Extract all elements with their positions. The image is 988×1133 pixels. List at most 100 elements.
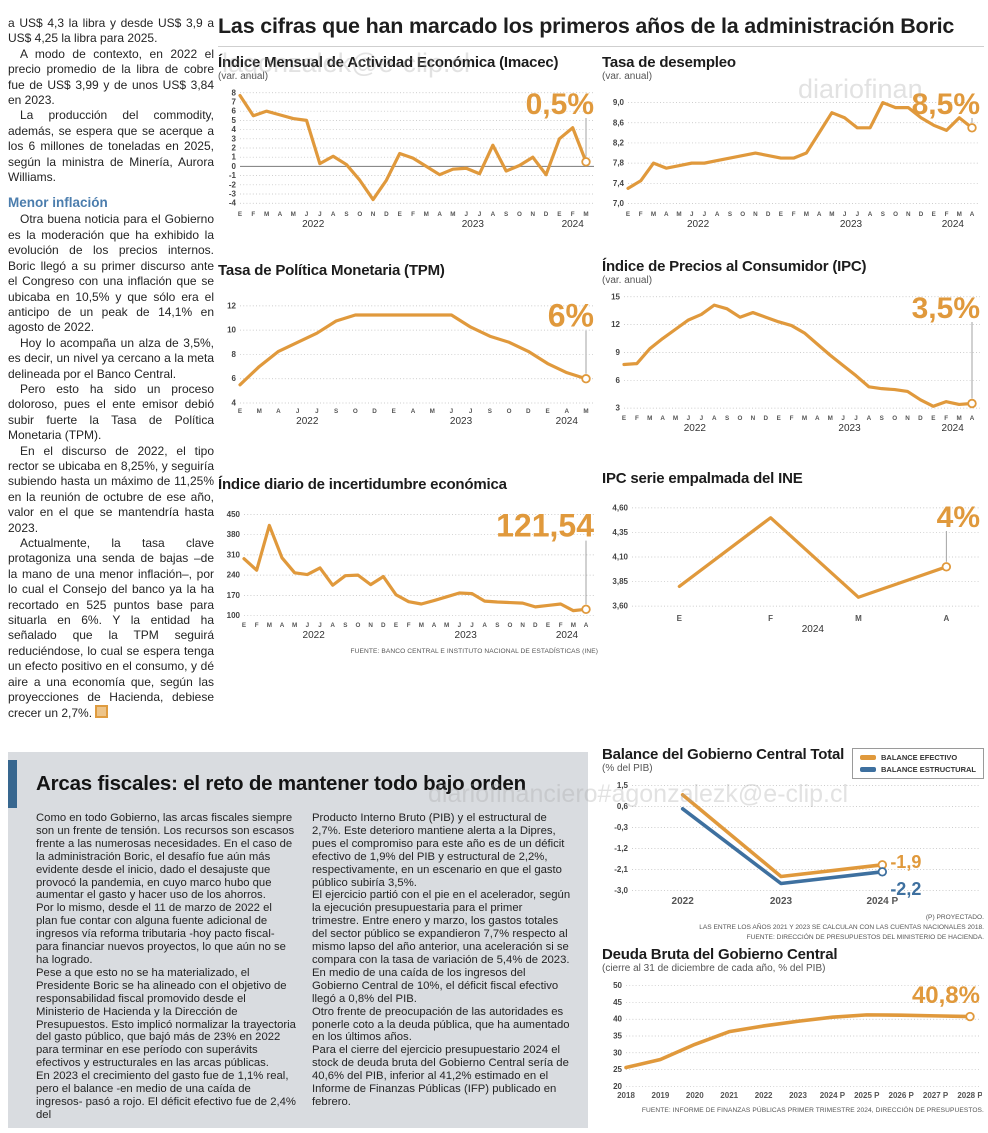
end-marker xyxy=(967,123,977,133)
chart-title: Índice Mensual de Actividad Económica (I… xyxy=(218,54,559,71)
x-tick-label: 2020 xyxy=(686,1091,704,1100)
x-tick-label: S xyxy=(495,622,499,629)
x-tick-label: F xyxy=(411,211,415,218)
x-tick-label: A xyxy=(276,408,281,415)
x-tick-label: E xyxy=(242,622,246,629)
x-tick-label: M xyxy=(804,211,809,218)
y-tick-label: 9 xyxy=(616,348,621,357)
x-tick-label: J xyxy=(700,415,704,422)
x-tick-label: S xyxy=(881,211,885,218)
y-tick-label: 7,8 xyxy=(613,159,625,168)
x-tick-label: J xyxy=(703,211,707,218)
chart-title: Índice diario de incertidumbre económica xyxy=(218,476,507,493)
x-tick-label: F xyxy=(790,415,794,422)
x-tick-label: S xyxy=(725,415,729,422)
x-tick-label: O xyxy=(353,408,358,415)
x-tick-label: A xyxy=(584,622,589,629)
chart-title: IPC serie empalmada del INE xyxy=(602,470,803,487)
x-tick-label: E xyxy=(392,408,396,415)
year-label: 2024 xyxy=(942,423,965,434)
y-tick-label: 8 xyxy=(232,350,237,359)
y-tick-label: 30 xyxy=(613,1048,622,1057)
x-tick-label: M xyxy=(651,211,656,218)
x-tick-label: A xyxy=(411,408,416,415)
chart-tpm: Tasa de Política Monetaria (TPM) 12 10 8 6 4… xyxy=(218,262,598,433)
fiscal-paragraph: En medio de una caída de los ingresos de… xyxy=(312,966,559,1005)
x-tick-label: J xyxy=(469,408,473,415)
callout-value: 3,5% xyxy=(912,292,980,325)
y-tick-label: 50 xyxy=(613,981,622,990)
x-tick-label: 2023 xyxy=(789,1091,807,1100)
y-tick-label: 4,10 xyxy=(612,553,628,562)
y-tick-label: -3,0 xyxy=(614,886,628,895)
chart-subtitle: (var. anual) xyxy=(218,71,269,82)
y-tick-label: 310 xyxy=(227,550,241,559)
x-tick-label: M xyxy=(430,408,435,415)
fiscal-paragraph: En 2023 el crecimiento del gasto fue de … xyxy=(36,1070,296,1121)
y-tick-label: -1,2 xyxy=(614,844,628,853)
article-paragraph: En el discurso de 2022, el tipo rector s… xyxy=(8,443,214,535)
x-tick-label: 2024 P xyxy=(866,896,898,907)
fiscal-section-box: Arcas fiscales: el reto de mantener todo… xyxy=(8,752,588,1128)
fiscal-paragraph: Otro frente de preocupación de las autor… xyxy=(312,1005,570,1044)
data-line xyxy=(242,523,588,613)
chart-source: FUENTE: INFORME DE FINANZAS PÚBLICAS PRI… xyxy=(641,1107,984,1114)
article-paragraph: Pero esto ha sido un proceso doloroso, p… xyxy=(8,381,214,443)
x-tick-label: M xyxy=(292,622,297,629)
y-tick-label: 10 xyxy=(227,326,236,335)
x-tick-label: F xyxy=(251,211,255,218)
y-tick-label: 240 xyxy=(227,571,241,580)
x-tick-label: J xyxy=(690,211,694,218)
data-line xyxy=(238,93,588,202)
x-tick-label: O xyxy=(508,622,513,629)
x-tick-label: S xyxy=(880,415,884,422)
x-tick-label: J xyxy=(296,408,300,415)
y-tick-label: -1 xyxy=(229,171,237,180)
x-tick-label: F xyxy=(407,622,411,629)
year-label: 2024 xyxy=(556,630,579,641)
chart-subtitle: (var. anual) xyxy=(602,275,653,286)
x-tick-label: A xyxy=(280,622,285,629)
end-marker xyxy=(967,398,977,409)
year-label: 2023 xyxy=(838,423,861,434)
y-tick-label: 7,0 xyxy=(613,199,625,208)
x-tick-label: S xyxy=(344,211,348,218)
x-tick-label: S xyxy=(728,211,732,218)
end-marker xyxy=(965,1011,975,1022)
x-tick-label: M xyxy=(583,408,588,415)
x-tick-label: D xyxy=(384,211,389,218)
x-tick-label: 2026 P xyxy=(889,1091,915,1100)
fiscal-paragraph: Para el cierre del ejercicio presupuesta… xyxy=(312,1044,569,1108)
x-tick-label: J xyxy=(318,211,322,218)
balance-line-chart: 1,5 0,6 -0,3 -1,2 -2,1 -3,0 2022 2023 2024 P -1,9… xyxy=(614,781,980,907)
y-tick-label: -3 xyxy=(229,190,237,199)
x-tick-label: N xyxy=(371,211,376,218)
chart-ipc-empalmada: IPC serie empalmada del INE 4,60 4,35 4,10… xyxy=(602,470,984,641)
x-tick-label: F xyxy=(792,211,796,218)
fiscal-paragraph: El ejercicio partió con el pie en el ace… xyxy=(312,889,571,966)
year-label: 2023 xyxy=(462,219,485,230)
x-tick-label: D xyxy=(763,415,768,422)
chart-imacec: Índice Mensual de Actividad Económica (I… xyxy=(218,54,598,236)
year-label: 2023 xyxy=(840,219,863,230)
year-label: 2024 xyxy=(802,624,825,635)
x-tick-label: O xyxy=(507,408,512,415)
x-tick-label: S xyxy=(334,408,338,415)
x-tick-label: F xyxy=(635,415,639,422)
x-tick-label: J xyxy=(687,415,691,422)
x-tick-label: D xyxy=(544,211,549,218)
y-tick-label: 3 xyxy=(616,404,621,413)
y-tick-label: 3,60 xyxy=(612,602,628,611)
x-tick-label: J xyxy=(315,408,319,415)
y-tick-label: 9,0 xyxy=(613,98,625,107)
y-tick-label: 4,35 xyxy=(612,528,628,537)
article-paragraph: a US$ 4,3 la libra y desde US$ 3,9 a US$… xyxy=(8,16,214,46)
x-tick-label: A xyxy=(970,211,975,218)
end-marker xyxy=(581,157,591,167)
x-tick-label: F xyxy=(559,622,563,629)
x-tick-label: A xyxy=(970,415,975,422)
year-label: 2023 xyxy=(450,416,473,427)
chart-incertidumbre: Índice diario de incertidumbre económica… xyxy=(218,476,598,655)
fiscal-paragraph: Pese a que esto no se ha materializado, … xyxy=(36,966,296,1070)
chart-title: Deuda Bruta del Gobierno Central xyxy=(602,946,838,963)
